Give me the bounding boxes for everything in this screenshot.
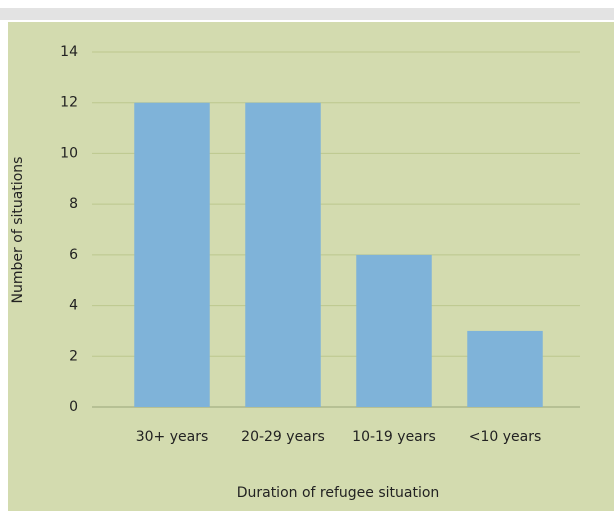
y-tick-label: 14 <box>60 44 78 60</box>
bar <box>134 102 210 407</box>
bar <box>245 102 321 407</box>
x-tick-label: <10 years <box>469 429 542 445</box>
x-tick-label: 10-19 years <box>352 429 436 445</box>
x-tick-label: 30+ years <box>136 429 209 445</box>
y-tick-label: 8 <box>69 196 78 212</box>
bar <box>467 330 543 407</box>
y-axis-label: Number of situations <box>10 157 26 304</box>
x-axis-label: Duration of refugee situation <box>237 485 440 501</box>
y-tick-label: 10 <box>60 145 78 161</box>
y-tick-label: 6 <box>69 247 78 263</box>
y-tick-label: 4 <box>69 298 78 314</box>
top-strip <box>0 8 614 20</box>
bar <box>356 254 432 407</box>
y-tick-label: 0 <box>69 399 78 415</box>
x-tick-label: 20-29 years <box>241 429 325 445</box>
y-tick-label: 12 <box>60 95 78 111</box>
y-tick-label: 2 <box>69 348 78 364</box>
